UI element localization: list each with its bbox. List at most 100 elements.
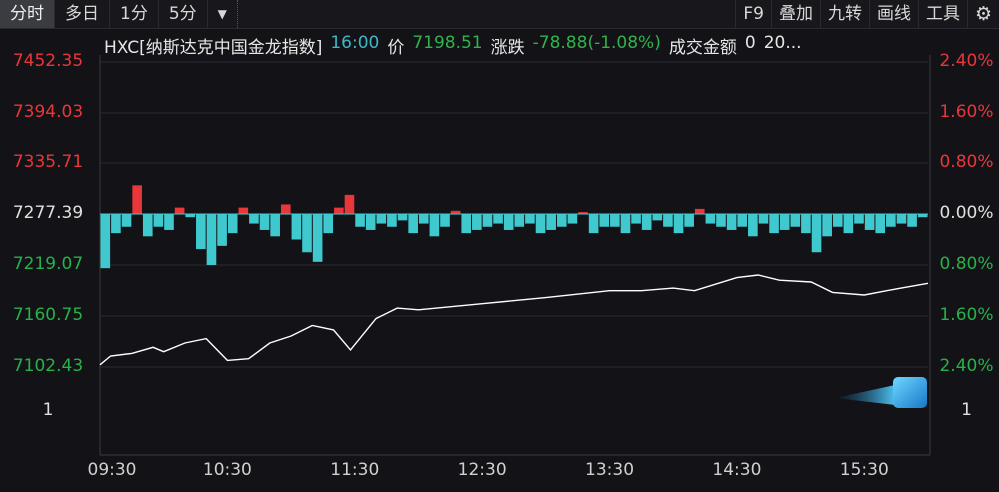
volume-bar bbox=[493, 214, 503, 224]
widget-streak bbox=[835, 385, 895, 405]
floating-widget-button[interactable] bbox=[893, 377, 927, 408]
volume-bar bbox=[864, 214, 875, 230]
volume-bar bbox=[100, 214, 111, 269]
volume-bar bbox=[546, 214, 556, 230]
x-tick-label: 15:30 bbox=[839, 460, 889, 480]
volume-bar bbox=[482, 214, 493, 227]
volume-bar bbox=[259, 214, 270, 230]
volume-bar bbox=[472, 214, 482, 230]
volume-bar bbox=[217, 214, 227, 246]
volume-bar bbox=[737, 214, 748, 227]
right-tick-label: 0.80% bbox=[939, 254, 994, 274]
left-tick-label: 7160.75 bbox=[12, 305, 84, 325]
volume-bar bbox=[663, 214, 673, 227]
right-tick-label: 2.40% bbox=[939, 356, 994, 376]
volume-bar bbox=[769, 214, 779, 234]
volume-bar bbox=[726, 214, 737, 230]
volume-bar bbox=[121, 214, 132, 227]
x-tick-label: 09:30 bbox=[87, 460, 137, 480]
volume-bar bbox=[238, 207, 249, 214]
volume-bar bbox=[641, 214, 652, 230]
change: -78.88(-1.08%) bbox=[532, 33, 661, 53]
volume-bar bbox=[832, 214, 843, 227]
volume-bar bbox=[280, 204, 291, 214]
volume-bar bbox=[249, 214, 259, 224]
nine-turn-button[interactable]: 九转 bbox=[819, 0, 869, 28]
left-tick-label: 7452.35 bbox=[12, 51, 84, 71]
volume-bar bbox=[365, 214, 376, 230]
x-tick-label: 14:30 bbox=[712, 460, 762, 480]
volume-bar bbox=[748, 214, 758, 237]
volume-bar bbox=[334, 207, 344, 214]
volume-bar bbox=[429, 214, 440, 237]
tab-5min[interactable]: 5分 bbox=[159, 0, 208, 28]
volume-bar bbox=[811, 214, 822, 253]
volume-bar bbox=[376, 214, 387, 224]
x-tick-label: 12:30 bbox=[457, 460, 507, 480]
volume-bar bbox=[801, 214, 811, 234]
tab-multi-day[interactable]: 多日 bbox=[55, 0, 110, 28]
volume-bar bbox=[344, 194, 355, 214]
price-line bbox=[99, 274, 929, 366]
amount-label: 成交金额 bbox=[668, 38, 737, 58]
volume-bar bbox=[525, 214, 535, 224]
right-tick-label: 1.60% bbox=[939, 102, 994, 122]
volume-bar bbox=[779, 214, 790, 230]
volume-bar bbox=[270, 214, 280, 237]
left-tick-label: 7394.03 bbox=[12, 102, 84, 122]
tab-intraday[interactable]: 分时 bbox=[0, 0, 55, 28]
volume-bar bbox=[514, 214, 525, 227]
tools-button[interactable]: 工具 bbox=[917, 0, 967, 28]
volume-bar bbox=[588, 214, 599, 234]
volume-bar bbox=[153, 214, 164, 227]
toolbar: 分时 多日 1分 5分 ▼ F9 叠加 九转 画线 工具 ⚙ bbox=[0, 0, 999, 29]
volume-bar bbox=[164, 214, 174, 230]
volume-bar bbox=[854, 214, 864, 224]
right-tick-label: 1.60% bbox=[939, 305, 994, 325]
volume-bar bbox=[843, 214, 854, 234]
volume-bar bbox=[578, 212, 588, 214]
volume-bar bbox=[631, 214, 641, 224]
draw-line-button[interactable]: 画线 bbox=[868, 0, 918, 28]
filter-dropdown-icon[interactable]: ▼ bbox=[208, 0, 238, 28]
volume-bar bbox=[323, 214, 334, 234]
volume-bar bbox=[397, 214, 408, 221]
volume-bar bbox=[790, 214, 801, 227]
volume-bar bbox=[907, 214, 917, 227]
volume-bar bbox=[599, 214, 610, 227]
x-tick-label: 10:30 bbox=[202, 460, 252, 480]
volume-bar bbox=[875, 214, 886, 234]
gear-icon[interactable]: ⚙ bbox=[966, 0, 999, 28]
volume-bar bbox=[610, 214, 620, 227]
volume-bar bbox=[206, 214, 217, 265]
right-tick-label: 1 bbox=[961, 400, 972, 420]
volume-bar bbox=[312, 214, 323, 262]
quote-info: HXC[纳斯达克中国金龙指数] 16:00 价 7198.51 涨跌 -78.8… bbox=[104, 33, 802, 58]
left-tick-label: 7102.43 bbox=[12, 356, 84, 376]
time: 16:00 bbox=[330, 33, 380, 53]
volume-bar bbox=[408, 214, 418, 234]
volume-bar bbox=[652, 214, 663, 221]
volume-bar bbox=[132, 185, 142, 214]
volume-bar bbox=[111, 214, 121, 234]
right-tick-label: 0.00% bbox=[939, 203, 994, 223]
volume-bar bbox=[684, 214, 694, 227]
left-tick-label: 7219.07 bbox=[12, 254, 84, 274]
left-tick-label: 7335.71 bbox=[12, 152, 84, 172]
overlay-button[interactable]: 叠加 bbox=[770, 0, 820, 28]
symbol: HXC[纳斯达克中国金龙指数] bbox=[104, 38, 323, 58]
volume-bar bbox=[896, 214, 907, 224]
volume-bar bbox=[418, 214, 429, 224]
volume-bar bbox=[705, 214, 716, 224]
tab-1min[interactable]: 1分 bbox=[110, 0, 159, 28]
f9-button[interactable]: F9 bbox=[735, 0, 771, 28]
left-tick-label: 1 bbox=[42, 400, 54, 420]
volume-bar bbox=[291, 214, 302, 240]
volume-bar bbox=[503, 214, 514, 230]
volume-bar bbox=[440, 214, 450, 227]
volume-bar bbox=[758, 214, 769, 224]
price-label: 价 bbox=[387, 38, 405, 58]
volume-bar bbox=[673, 214, 684, 234]
volume-bar bbox=[556, 214, 567, 227]
